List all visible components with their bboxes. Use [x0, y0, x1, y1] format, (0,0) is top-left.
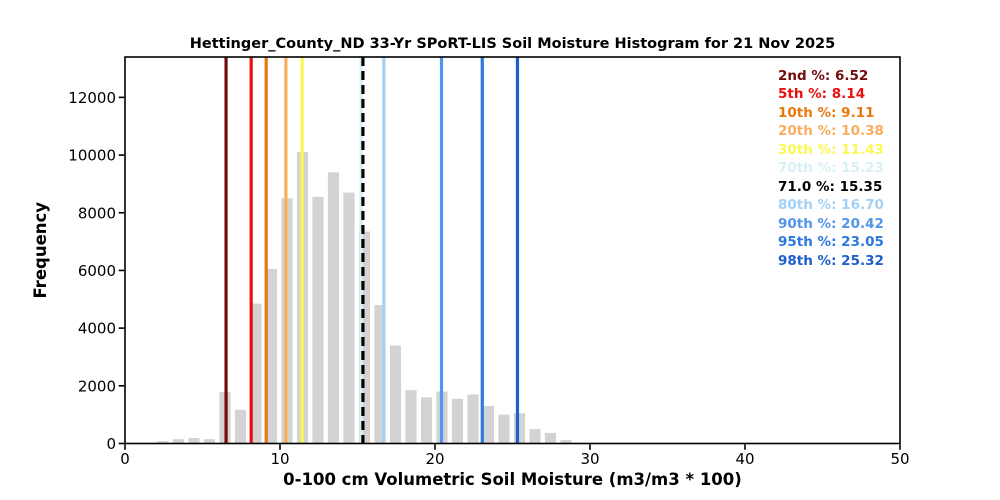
x-tick-label: 40 — [735, 450, 754, 468]
histogram-bar — [188, 438, 200, 444]
histogram-bar — [157, 441, 169, 444]
histogram-bar — [482, 406, 495, 444]
x-tick-label: 50 — [890, 450, 909, 468]
histogram-bar — [560, 440, 572, 444]
histogram-bar — [312, 196, 324, 444]
histogram-bar — [327, 172, 340, 444]
histogram-bar — [172, 439, 185, 444]
legend-entry: 30th %: 11.43 — [778, 141, 884, 158]
histogram-bar — [203, 439, 216, 444]
x-tick-label: 10 — [270, 450, 289, 468]
y-tick-label: 10000 — [68, 147, 116, 165]
legend-entry: 20th %: 10.38 — [778, 123, 884, 140]
histogram-bar — [389, 345, 402, 444]
histogram-bar — [529, 429, 541, 444]
y-axis-label: Frequency — [31, 202, 50, 299]
x-axis-label: 0-100 cm Volumetric Soil Moisture (m3/m3… — [283, 470, 742, 489]
histogram-bar — [265, 268, 278, 444]
y-axis-ticks-group: 0 2000 4000 6000 8000 10000 12000 — [68, 89, 125, 453]
histogram-bar — [467, 394, 479, 444]
histogram-bar — [544, 432, 557, 444]
axes-box — [124, 56, 901, 445]
y-tick-label: 2000 — [78, 377, 116, 395]
y-tick-label: 8000 — [78, 204, 116, 222]
y-tick-label: 0 — [106, 435, 116, 453]
histogram-bar — [513, 413, 526, 444]
legend-entry: 95th %: 23.05 — [778, 234, 884, 251]
legend-entry: 10th %: 9.11 — [778, 104, 875, 121]
y-tick-label: 6000 — [78, 262, 116, 280]
legend-entry: 70th %: 15.23 — [778, 160, 884, 177]
x-tick-label: 0 — [120, 450, 130, 468]
legend-entry: 90th %: 20.42 — [778, 215, 884, 232]
histogram-bar — [250, 303, 262, 444]
y-tick-label: 12000 — [68, 89, 116, 107]
histogram-bar — [498, 414, 510, 444]
histogram-bar — [234, 409, 247, 444]
histogram-bar — [420, 397, 433, 444]
legend-entry: 71.0 %: 15.35 — [778, 178, 883, 195]
chart-title: Hettinger_County_ND 33-Yr SPoRT-LIS Soil… — [189, 36, 836, 52]
legend-entry: 80th %: 16.70 — [778, 197, 884, 214]
x-tick-label: 30 — [580, 450, 599, 468]
histogram-bar — [374, 305, 386, 444]
x-tick-label: 20 — [425, 450, 444, 468]
y-tick-label: 4000 — [78, 320, 116, 338]
legend-entry: 5th %: 8.14 — [778, 86, 866, 103]
x-axis-ticks-group: 0 10 20 30 40 50 — [120, 444, 910, 468]
legend-entry: 2nd %: 6.52 — [778, 68, 869, 84]
percentile-lines-group — [224, 57, 520, 444]
percentile-legend: 2nd %: 6.52 5th %: 8.14 10th %: 9.11 20th %… — [778, 67, 884, 270]
legend-entry: 98th %: 25.32 — [778, 252, 884, 269]
histogram-bar — [343, 192, 355, 444]
histogram-bar — [451, 398, 464, 444]
histogram-bar — [405, 390, 417, 444]
